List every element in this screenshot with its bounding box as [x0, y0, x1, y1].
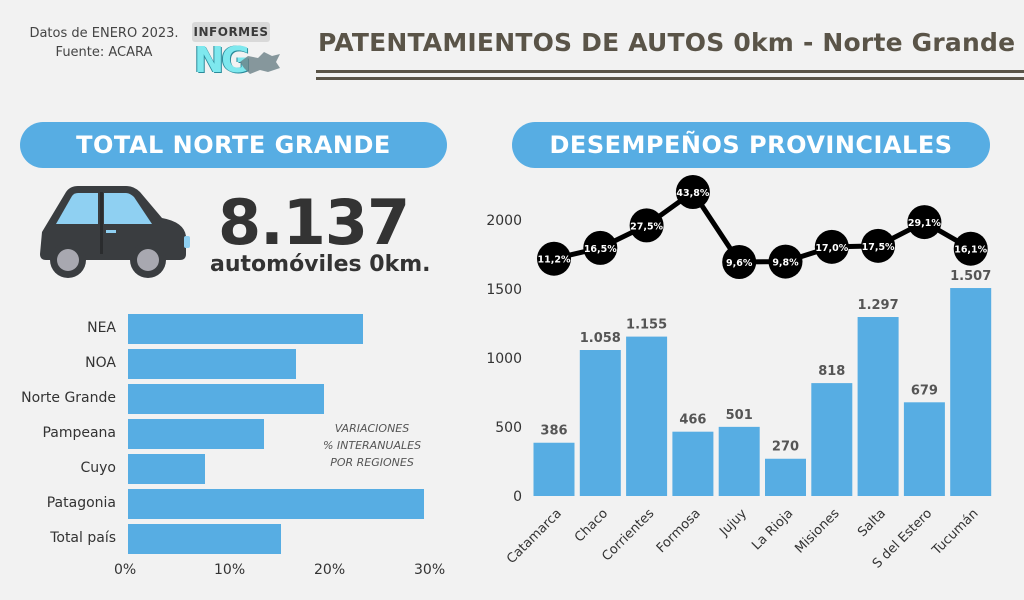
logo-informes-text: INFORMES [192, 22, 270, 42]
variation-label: 11,2% [538, 255, 571, 266]
variation-point [722, 245, 757, 279]
bar-value-label: 501 [726, 408, 753, 423]
province-bar [672, 431, 714, 496]
bar-value-label: 270 [772, 440, 799, 455]
regional-variation-chart: NEA NOA Norte Grande Pampeana Cuyo Patagonia T… [0, 300, 460, 590]
region-bar [128, 524, 281, 554]
y-tick-label: 0 [513, 489, 522, 505]
region-bar [128, 489, 424, 519]
y-tick-label: 1500 [486, 282, 522, 298]
variation-label: 16,1% [954, 245, 987, 256]
variation-point [768, 244, 803, 279]
variation-label: 9,8% [772, 258, 799, 269]
region-label: Cuyo [80, 460, 117, 476]
variation-point [675, 175, 710, 209]
bar-value-label: 818 [818, 364, 845, 379]
province-bar [903, 402, 945, 496]
total-unit: automóviles 0km. [210, 252, 431, 277]
province-label: Salta [855, 506, 889, 540]
region-bar [128, 384, 324, 414]
source-note: Datos de ENERO 2023. Fuente: ACARA [14, 24, 194, 62]
car-icon [40, 186, 190, 278]
province-bar [579, 349, 621, 496]
region-label: Patagonia [46, 495, 116, 511]
variation-note-line3: POR REGIONES [330, 456, 414, 469]
provincial-section-heading: DESEMPEÑOS PROVINCIALES [512, 122, 990, 168]
informes-ng-logo: INFORMES NG [192, 22, 288, 84]
region-label: Norte Grande [21, 390, 116, 406]
variation-label: 29,1% [908, 218, 941, 229]
variation-point [861, 228, 896, 263]
source-origin: Fuente: ACARA [55, 45, 153, 60]
province-label: La Rioja [749, 506, 796, 553]
y-tick-label: 500 [495, 420, 522, 436]
bar-value-label: 386 [540, 424, 567, 439]
province-label: Tucumán [929, 506, 982, 559]
province-bar [718, 426, 760, 496]
total-value: 8.137 [218, 186, 410, 259]
y-tick-label: 1000 [486, 351, 522, 367]
region-bar [128, 314, 363, 344]
province-label: Catamarca [504, 506, 565, 567]
variation-note-line1: VARIACIONES [334, 422, 410, 435]
page-title: PATENTAMIENTOS DE AUTOS 0km - Norte Gran… [318, 28, 1016, 57]
variation-label: 17,0% [815, 243, 848, 254]
province-bar [857, 317, 899, 496]
map-silhouette-icon [240, 52, 280, 74]
province-label: Chaco [572, 506, 611, 545]
variation-label: 16,5% [584, 244, 617, 255]
variation-label: 27,5% [630, 221, 663, 232]
y-tick-label: 2000 [486, 213, 522, 229]
bar-value-label: 1.155 [626, 318, 667, 333]
source-date: Datos de ENERO 2023. [29, 26, 179, 41]
variation-point [629, 208, 664, 243]
variation-point [814, 229, 849, 264]
title-underline [316, 70, 1024, 73]
variation-line [553, 189, 972, 265]
variation-label: 17,5% [862, 242, 895, 253]
region-label: NEA [87, 320, 116, 336]
province-label: Formosa [654, 506, 704, 556]
bar-value-label: 1.058 [580, 331, 621, 346]
region-label: NOA [85, 355, 116, 371]
region-bar [128, 454, 205, 484]
variation-label: 9,6% [726, 258, 753, 269]
x-tick-label: 20% [314, 562, 346, 578]
variation-point [537, 241, 571, 276]
variation-label: 43,8% [676, 188, 709, 199]
province-label: Misiones [792, 506, 842, 556]
variation-point [953, 231, 988, 266]
province-bar [533, 442, 575, 496]
bar-value-label: 1.297 [858, 298, 899, 313]
bar-value-label: 1.507 [950, 269, 991, 284]
variation-note-line2: % INTERANUALES [322, 439, 422, 452]
logo-ng-mark: NG [194, 40, 251, 81]
province-bar [765, 458, 806, 496]
variation-note: VARIACIONES % INTERANUALES POR REGIONES [310, 420, 434, 471]
variation-point [583, 230, 618, 265]
province-label: Jujuy [716, 506, 750, 540]
x-tick-label: 30% [414, 562, 446, 578]
region-bar [128, 349, 296, 379]
title-underline-2 [316, 77, 1024, 80]
provincial-chart: 0 500 1000 1500 2000 386 Catamarca 1.058 Chaco 1.… [486, 175, 992, 572]
bar-value-label: 466 [679, 413, 706, 428]
region-label: Total país [50, 530, 116, 546]
variation-point [907, 205, 942, 240]
province-bar [950, 288, 992, 496]
province-bar [626, 336, 668, 496]
region-label: Pampeana [42, 425, 116, 441]
region-bar [128, 419, 264, 449]
bar-value-label: 679 [911, 383, 938, 398]
x-tick-label: 10% [214, 562, 246, 578]
province-bar [811, 383, 853, 496]
x-tick-label: 0% [114, 562, 137, 578]
total-section-heading: TOTAL NORTE GRANDE [20, 122, 447, 168]
